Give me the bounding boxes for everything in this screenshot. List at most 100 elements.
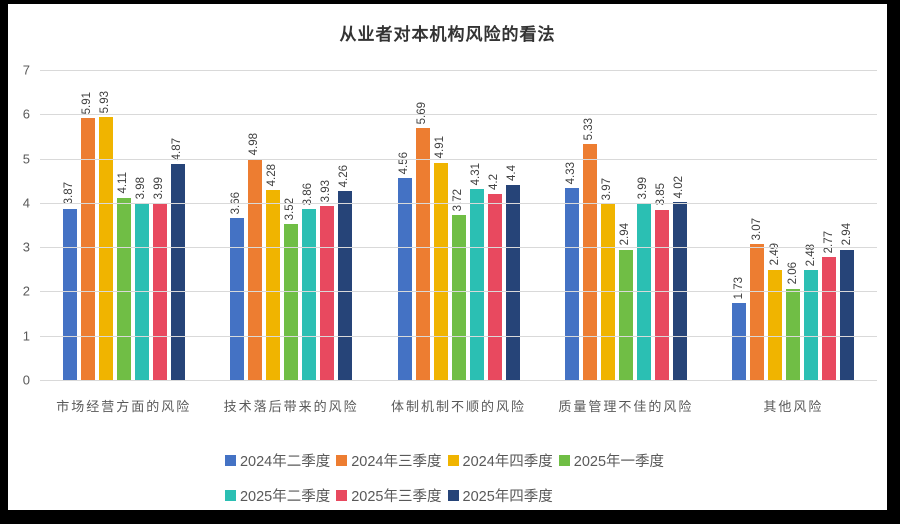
bar-slot: 4.91	[433, 70, 448, 380]
bar-data-label: 4.2	[487, 174, 500, 190]
legend-item: 2025年四季度	[447, 485, 553, 506]
bar-2024年三季度	[750, 244, 765, 380]
bar-data-label: 3.93	[320, 179, 333, 202]
bar-slot: 3.93	[320, 70, 335, 380]
gridline-6	[40, 114, 877, 116]
bar-2024年三季度	[248, 159, 263, 380]
bar-2025年二季度	[804, 270, 819, 380]
bar-2024年四季度	[433, 162, 448, 380]
bar-data-label: 5.91	[80, 91, 93, 115]
bar-slot: 4.26	[338, 70, 353, 380]
bar-data-label: 2.94	[840, 223, 853, 246]
legend-item: 2024年三季度	[336, 450, 442, 471]
bar-slot: 3.87	[62, 70, 77, 380]
legend-item-label: 2025年二季度	[239, 489, 331, 505]
bar-slot: 2.49	[768, 70, 783, 380]
bar-group: 3.664.98 4.28 3.52 3.86 3.93 4.26	[207, 70, 374, 380]
bar-slot: 2.06	[786, 70, 801, 380]
bar-slot: 4.28	[266, 70, 281, 380]
bar-2025年一季度	[116, 198, 131, 380]
bar-slot: 4.33	[564, 70, 579, 380]
legend-item: 2025年二季度	[224, 485, 331, 506]
bar-slot: 3.72	[451, 70, 466, 380]
legend-row: 2025年二季度 2025年三季度 2025年四季度	[224, 485, 670, 506]
legend-swatch-icon	[224, 455, 236, 466]
legend-item-label: 2024年三季度	[351, 454, 442, 470]
y-tick-label-3: 3	[22, 239, 30, 255]
x-category-label: 技术落后带来的风险	[223, 399, 359, 414]
legend-item-label: 2024年四季度	[462, 454, 553, 470]
bar-slot: 3.66	[230, 70, 245, 380]
x-axis: 市场经营方面的风险 技术落后带来的风险 体制机制不顺的风险 质量管理不佳的风险 其他风险	[40, 396, 877, 415]
bar-slot: 4.11	[116, 70, 131, 380]
y-tick-label-0: 0	[22, 372, 30, 388]
bar-data-label: 3.98	[134, 177, 147, 200]
gridline-3	[40, 247, 877, 249]
bar-slot: 5.91	[80, 70, 95, 380]
legend-inner: 2024年二季度 2024年三季度 2024年四季度 2025年一季度 2025年二季度…	[224, 450, 670, 506]
bar-data-label: 5.93	[98, 91, 111, 114]
bar-2024年三季度	[415, 128, 430, 380]
legend-item: 2024年二季度	[224, 450, 331, 471]
bar-data-label: 2.77	[822, 230, 835, 254]
bar-2025年四季度	[505, 185, 520, 380]
bar-slot: 4.87	[170, 70, 185, 380]
legend-swatch-icon	[336, 490, 348, 501]
bar-slot: 5.33	[582, 70, 597, 380]
bar-slot: 3.99	[152, 70, 167, 380]
bar-slot: 4.98	[248, 70, 263, 380]
bar-data-label: 4.87	[170, 137, 183, 161]
bar-group: 3.87 5.91 5.93 4.11 3.98 3.99 4.87	[40, 70, 207, 380]
bar-data-label: 1.73	[732, 277, 745, 300]
bar-2024年二季度	[230, 217, 245, 380]
bar-2025年一季度	[451, 215, 466, 380]
y-tick-label-2: 2	[22, 283, 30, 299]
bar-2025年三季度	[487, 194, 502, 380]
legend-item-label: 2025年一季度	[573, 454, 665, 470]
x-category-label: 市场经营方面的风险	[56, 399, 192, 414]
bar-2024年三季度	[80, 118, 95, 380]
gridline-0	[40, 380, 877, 381]
bar-2025年四季度	[672, 201, 687, 380]
bar-data-label: 3.99	[637, 176, 650, 200]
bar-slot: 3.85	[654, 70, 669, 380]
gridline-7	[40, 70, 877, 71]
bar-data-label: 3.72	[451, 188, 464, 212]
y-tick-label-6: 6	[22, 106, 30, 122]
legend-item-label: 2024年二季度	[239, 454, 331, 470]
bar-2025年三季度	[320, 205, 335, 380]
bar-2025年四季度	[170, 164, 185, 380]
bar-2025年一季度	[284, 224, 299, 380]
bar-slot: 2.94	[840, 70, 855, 380]
bar-data-label: 4.91	[433, 136, 446, 159]
x-category-label: 质量管理不佳的风险	[558, 399, 694, 414]
bar-slot: 5.93	[98, 70, 113, 380]
legend-swatch-icon	[336, 455, 348, 466]
bar-2024年四季度	[98, 117, 113, 380]
bar-slot: 2.48	[804, 70, 819, 380]
bar-2025年二季度	[469, 189, 484, 380]
bar-2024年二季度	[62, 208, 77, 380]
bar-data-label: 4.31	[469, 162, 482, 186]
y-tick-label-7: 7	[22, 62, 30, 78]
bar-slot: 4.56	[397, 70, 412, 380]
bar-data-label: 4.33	[565, 161, 578, 185]
bar-2024年四季度	[266, 190, 281, 380]
bar-data-label: 4.98	[248, 133, 261, 156]
bar-data-label: 5.33	[583, 117, 596, 140]
bar-2024年二季度	[397, 178, 412, 380]
bar-data-label: 3.87	[62, 182, 75, 205]
bar-2025年三季度	[822, 257, 837, 380]
legend-swatch-icon	[558, 455, 570, 466]
bar-slot: 2.77	[822, 70, 837, 380]
legend-item: 2024年四季度	[447, 450, 553, 471]
bar-data-label: 3.07	[750, 217, 763, 241]
plot-area: 3.87 5.91 5.93 4.11 3.98 3.99 4.87 3.664.98 4.28…	[40, 70, 877, 381]
gridline-5	[40, 158, 877, 160]
legend-item-label: 2025年四季度	[462, 489, 553, 505]
y-tick-label-4: 4	[22, 195, 30, 211]
legend-swatch-icon	[224, 490, 236, 501]
bar-data-label: 3.86	[302, 182, 315, 206]
